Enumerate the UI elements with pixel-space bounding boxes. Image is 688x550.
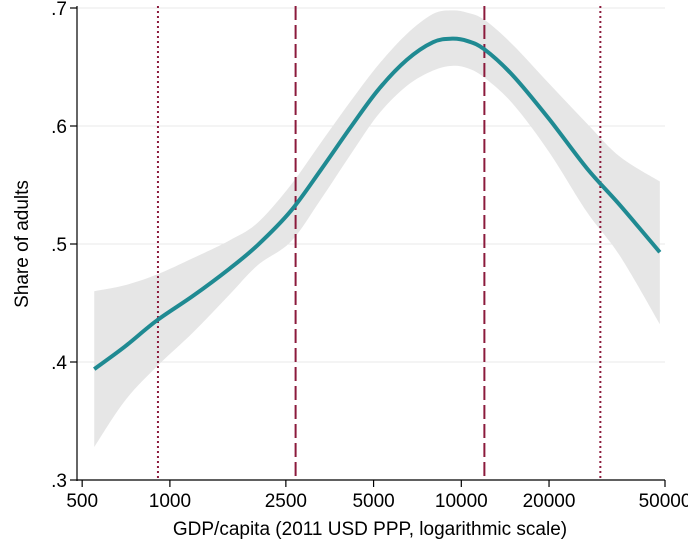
confidence-band-layer [94, 10, 660, 447]
x-tick-label: 1000 [149, 491, 191, 512]
x-tick-label: 50000 [639, 491, 688, 512]
confidence-band [94, 10, 660, 447]
y-axis-title: Share of adults [12, 180, 33, 308]
reference-lines [156, 6, 602, 480]
y-tick-label: .4 [51, 353, 67, 374]
x-tick-label: 500 [66, 491, 98, 512]
x-tick-label: 2500 [265, 491, 307, 512]
x-tick-label: 20000 [523, 491, 576, 512]
y-axis-ticks: .3 .4 .5 .6 .7 [51, 0, 77, 492]
x-tick-label: 5000 [352, 491, 394, 512]
fitted-line [93, 36, 662, 371]
y-tick-label: .6 [51, 117, 67, 138]
fit-line-layer [93, 36, 662, 371]
y-tick-label: .7 [51, 0, 67, 20]
x-axis-ticks: 500 1000 2500 5000 10000 20000 50000 [66, 480, 688, 512]
y-tick-label: .3 [51, 471, 67, 492]
x-axis-title: GDP/capita (2011 USD PPP, logarithmic sc… [173, 519, 567, 540]
y-tick-label: .5 [51, 235, 67, 256]
x-tick-label: 10000 [435, 491, 488, 512]
